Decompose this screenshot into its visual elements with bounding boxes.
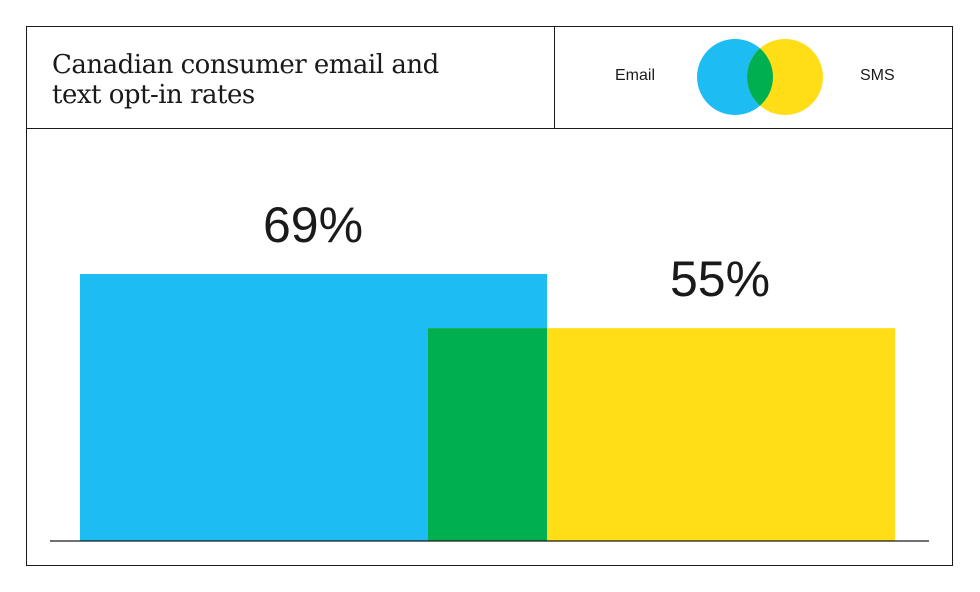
legend-label-sms: SMS — [860, 67, 895, 84]
header-divider — [554, 26, 555, 129]
value-label-sms: 55% — [670, 251, 770, 307]
legend-swatch-overlap — [746, 48, 773, 106]
chart-header — [26, 26, 953, 129]
bar-overlap — [428, 328, 547, 541]
legend-label-email: Email — [615, 67, 656, 84]
value-label-email: 69% — [263, 197, 363, 253]
chart-frame — [26, 26, 953, 566]
chart-title: Canadian consumer email and text opt-in … — [52, 50, 439, 110]
